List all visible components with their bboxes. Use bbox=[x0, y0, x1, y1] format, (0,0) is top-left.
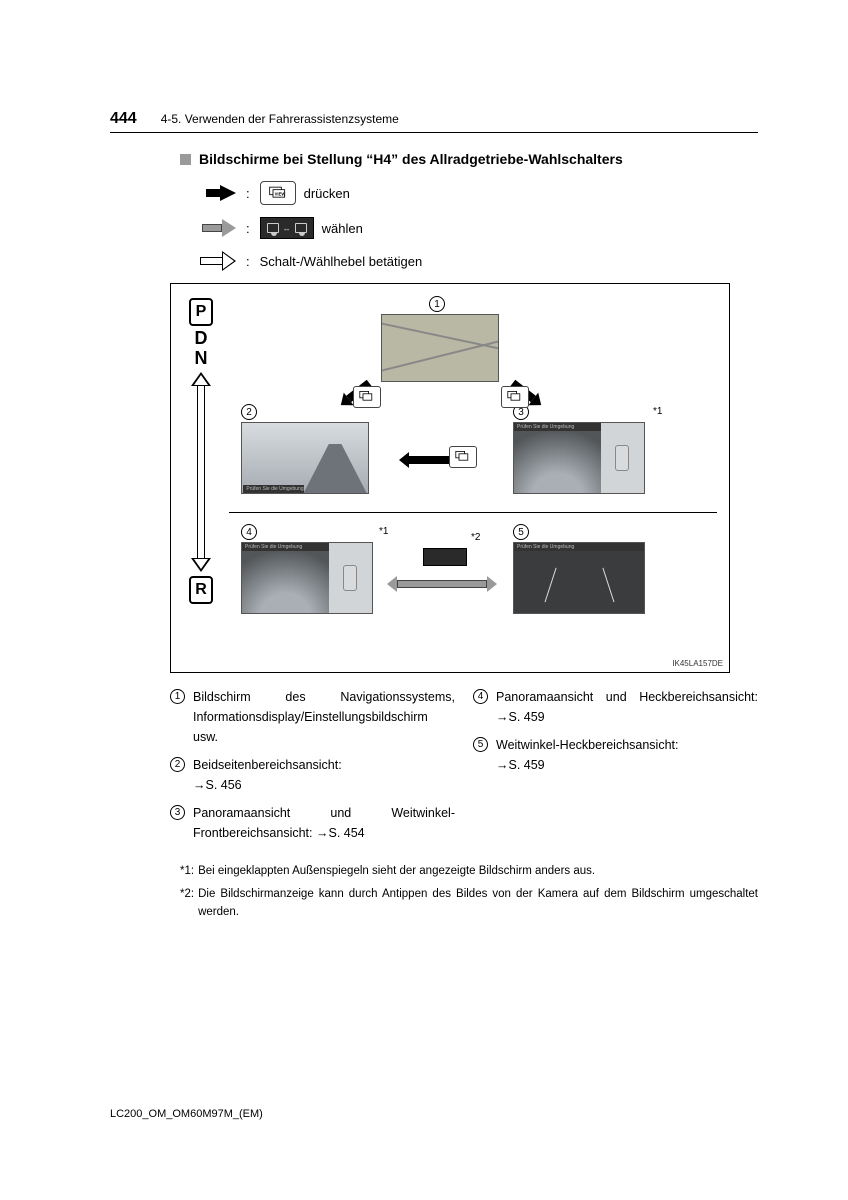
legend-press-label: drücken bbox=[304, 186, 350, 201]
view-chip-2 bbox=[501, 386, 529, 408]
footer-code: LC200_OM_OM60M97M_(EM) bbox=[110, 1108, 263, 1120]
legend-shift-label: Schalt-/Wählhebel betätigen bbox=[260, 254, 423, 269]
screen-2-sides: Prüfen Sie die Umgebung bbox=[241, 422, 369, 494]
marker-4: 4 bbox=[241, 524, 257, 540]
gear-p: P bbox=[189, 298, 213, 326]
double-arrow-vertical-icon bbox=[195, 372, 207, 572]
arrow-3-to-2 bbox=[399, 452, 449, 468]
screen-1-nav bbox=[381, 314, 499, 382]
page-header: 444 4-5. Verwenden der Fahrerassistenzsy… bbox=[110, 110, 758, 133]
desc-3: 3 Panoramaansicht und Weitwinkel-Frontbe… bbox=[170, 803, 455, 843]
desc-2: 2 Beidseitenbereichsansicht:S. 456 bbox=[170, 755, 455, 795]
arrow-4-5-double bbox=[387, 576, 497, 592]
gear-n: N bbox=[195, 348, 208, 368]
screen-3-pano-front: Prüfen Sie die Umgebung bbox=[513, 422, 645, 494]
heading-text: Bildschirme bei Stellung “H4” des Allrad… bbox=[199, 151, 623, 167]
legend-press: : VIEW drücken bbox=[180, 181, 758, 205]
arrow-solid-icon bbox=[220, 185, 236, 201]
gear-r: R bbox=[189, 576, 213, 604]
desc-1: 1 Bildschirm des Navigationssystems, Inf… bbox=[170, 687, 455, 747]
svg-text:VIEW: VIEW bbox=[274, 192, 285, 197]
star-1b: *1 bbox=[379, 526, 388, 537]
screen-4-pano-rear: Prüfen Sie die Umgebung bbox=[241, 542, 373, 614]
toggle-button-icon: ↔ bbox=[260, 217, 314, 239]
screen-flow-diagram: P D N R 1 2 Prüfen Sie die Umgebung 3 bbox=[170, 283, 730, 673]
view-chip-3 bbox=[449, 446, 477, 468]
toggle-chip-icon bbox=[423, 548, 467, 566]
view-button-icon: VIEW bbox=[260, 181, 296, 205]
gear-column: P D N R bbox=[189, 298, 213, 606]
marker-2: 2 bbox=[241, 404, 257, 420]
heading: Bildschirme bei Stellung “H4” des Allrad… bbox=[180, 151, 758, 167]
footnote-2: *2: Die Bildschirmanzeige kann durch Ant… bbox=[180, 886, 758, 921]
legend-select: : ↔ wählen bbox=[180, 217, 758, 239]
arrow-gray-icon bbox=[202, 219, 236, 237]
marker-1: 1 bbox=[429, 296, 445, 312]
divider-line bbox=[229, 512, 717, 513]
view-chip-1 bbox=[353, 386, 381, 408]
legend-select-label: wählen bbox=[322, 221, 363, 236]
star-1a: *1 bbox=[653, 406, 662, 417]
section-path: 4-5. Verwenden der Fahrerassistenzsystem… bbox=[161, 112, 399, 126]
footnote-1: *1: Bei eingeklappten Außenspiegeln sieh… bbox=[180, 863, 758, 880]
description-list: 1 Bildschirm des Navigationssystems, Inf… bbox=[170, 687, 758, 851]
screen-5-wide-rear: Prüfen Sie die Umgebung bbox=[513, 542, 645, 614]
legend-shift: : Schalt-/Wählhebel betätigen bbox=[180, 251, 758, 271]
heading-marker-icon bbox=[180, 154, 191, 165]
desc-5: 5 Weitwinkel-Heckbereichsansicht:S. 459 bbox=[473, 735, 758, 775]
diagram-code: IK45LA157DE bbox=[672, 659, 723, 668]
arrow-outline-icon bbox=[200, 251, 236, 271]
marker-5: 5 bbox=[513, 524, 529, 540]
page-number: 444 bbox=[110, 110, 137, 128]
gear-d: D bbox=[195, 328, 208, 348]
star-2: *2 bbox=[471, 532, 480, 543]
footnotes: *1: Bei eingeklappten Außenspiegeln sieh… bbox=[180, 863, 758, 921]
desc-4: 4 Panoramaansicht und Heckbereichsansich… bbox=[473, 687, 758, 727]
